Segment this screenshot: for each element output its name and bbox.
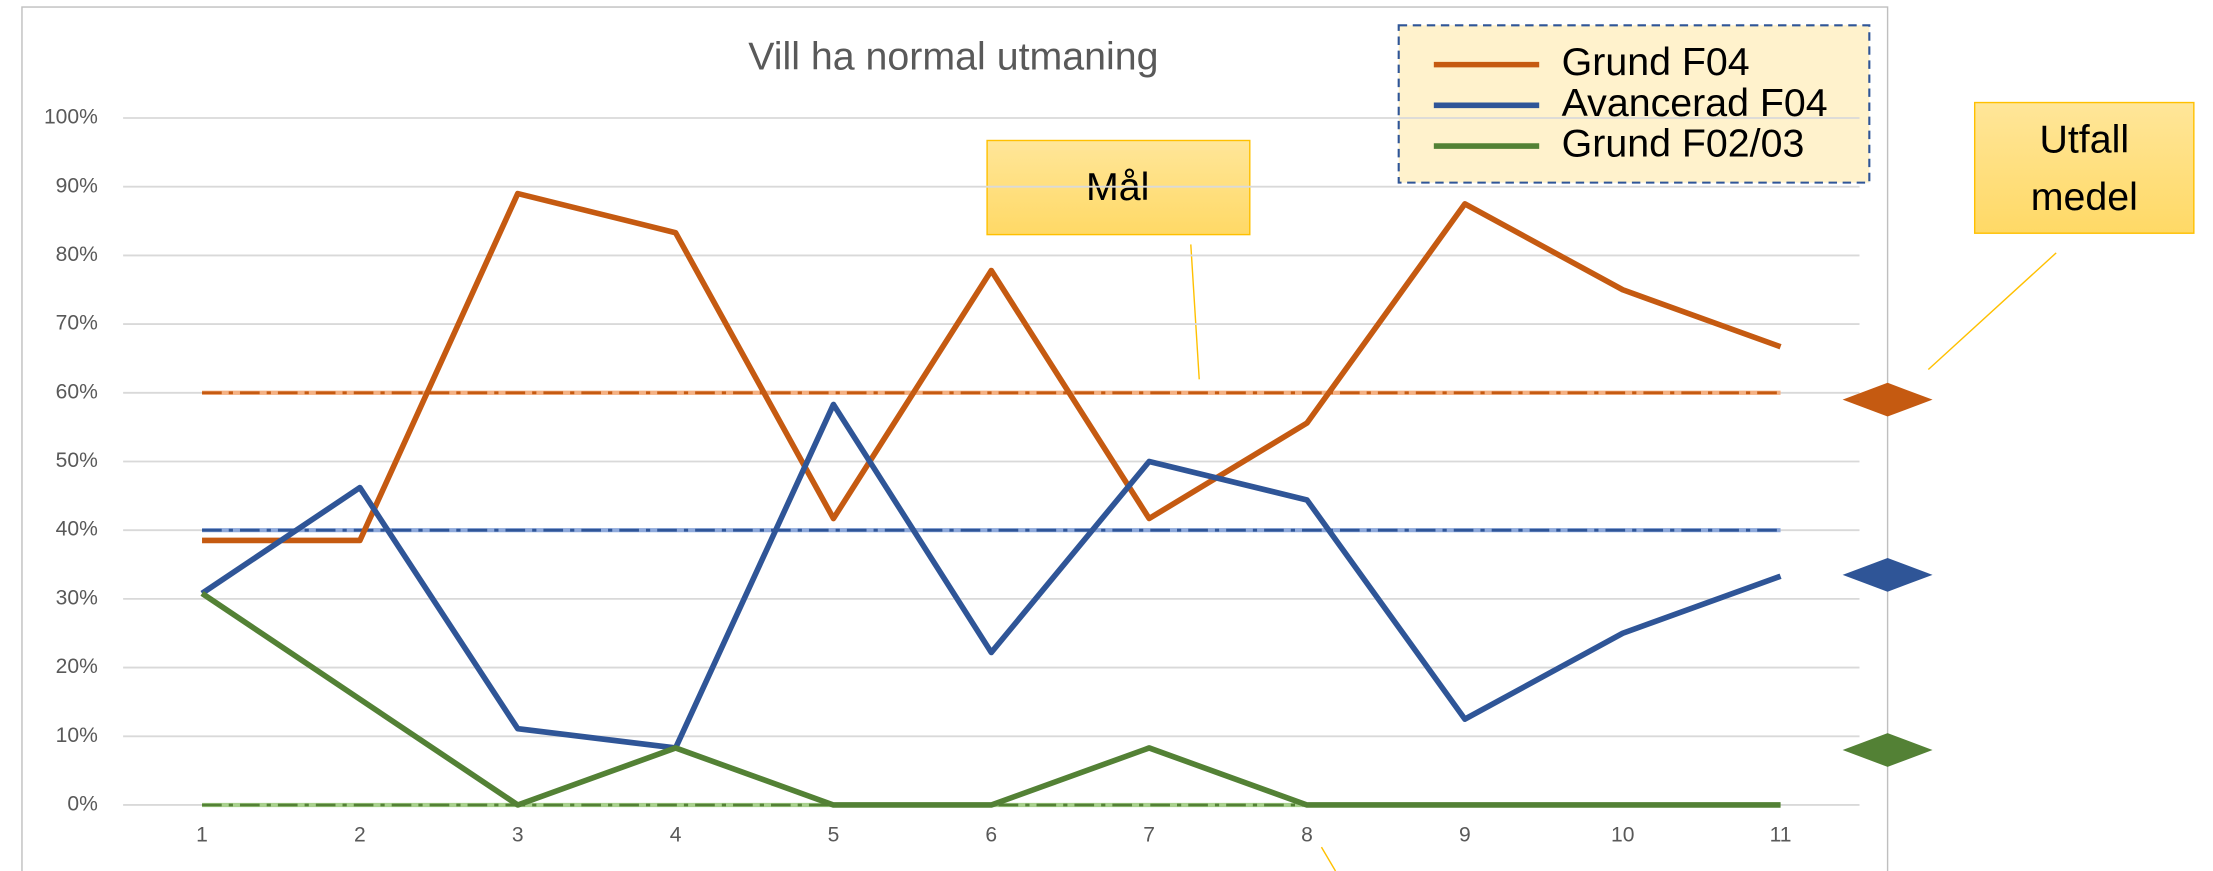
x-tick-label: 8 — [1301, 823, 1313, 846]
series-line — [200, 401, 1782, 751]
y-tick-label: 30% — [56, 586, 98, 609]
x-tick-label: 4 — [670, 823, 682, 846]
legend-label: Grund F04 — [1562, 40, 1750, 84]
y-tick-label: 90% — [56, 174, 98, 197]
y-tick-label: 10% — [56, 724, 98, 747]
annotation-leader — [1927, 252, 2057, 370]
y-tick-label: 100% — [44, 106, 98, 129]
mean-marker — [1842, 382, 1933, 417]
y-tick-label: 70% — [56, 312, 98, 335]
x-tick-label: 7 — [1143, 823, 1155, 846]
y-tick-label: 80% — [56, 243, 98, 266]
y-tick-label: 40% — [56, 518, 98, 541]
annotation-leader — [1320, 846, 1337, 871]
x-tick-label: 10 — [1611, 823, 1634, 846]
legend-label: Grund F02/03 — [1562, 121, 1805, 165]
x-tick-label: 6 — [985, 823, 997, 846]
mean-marker — [1842, 557, 1933, 592]
y-tick-label: 50% — [56, 449, 98, 472]
mean-marker — [1842, 733, 1933, 767]
x-tick-label: 1 — [196, 823, 208, 846]
chart-title: Vill ha normal utmaning — [748, 34, 1158, 78]
y-tick-label: 60% — [56, 380, 98, 403]
series-line — [202, 190, 1782, 544]
legend-label: Avancerad F04 — [1562, 81, 1828, 125]
x-tick-label: 11 — [1770, 823, 1792, 846]
annotation-leader — [1190, 244, 1200, 380]
x-tick-label: 5 — [828, 823, 840, 846]
series-line — [200, 591, 1781, 808]
y-tick-label: 20% — [56, 655, 98, 678]
annotation: medel — [2031, 175, 2138, 219]
y-tick-label: 0% — [67, 793, 97, 816]
annotation: Utfall — [2039, 117, 2129, 161]
x-tick-label: 3 — [512, 823, 524, 846]
annotation-box — [1973, 101, 2195, 234]
x-tick-label: 2 — [354, 823, 366, 846]
x-tick-label: 9 — [1459, 823, 1471, 846]
